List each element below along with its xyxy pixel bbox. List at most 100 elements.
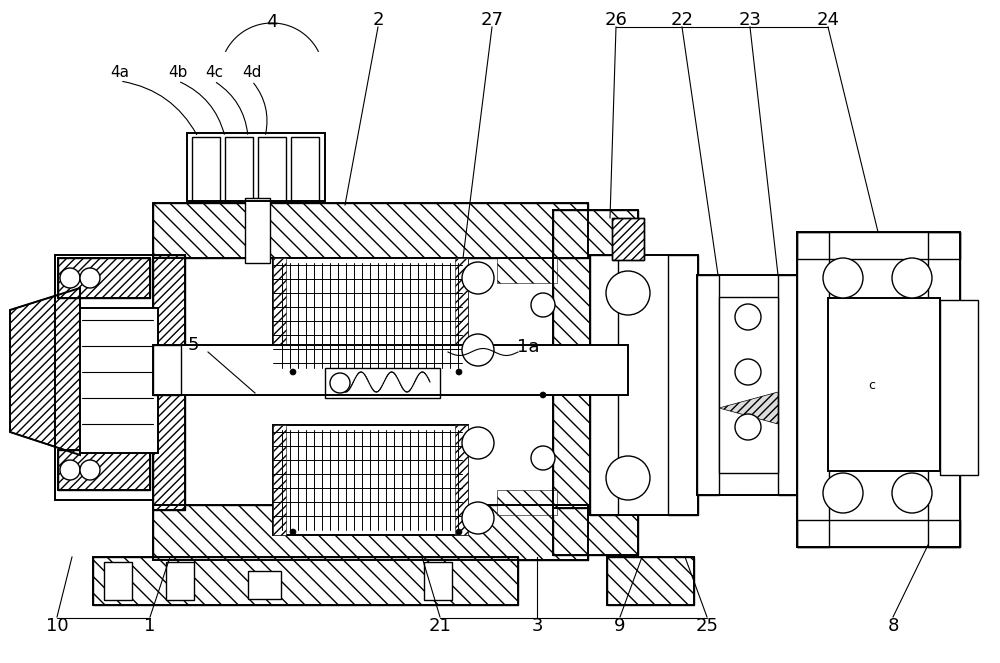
Text: 4b: 4b	[168, 64, 188, 80]
Bar	[590, 255, 618, 515]
Bar	[166, 562, 194, 600]
Text: 2: 2	[372, 11, 384, 29]
Bar	[245, 198, 270, 263]
Circle shape	[60, 268, 80, 288]
Bar	[58, 258, 150, 298]
Bar	[153, 203, 588, 258]
Bar	[291, 137, 319, 202]
Bar	[55, 255, 153, 500]
Bar	[797, 232, 829, 547]
Bar	[697, 473, 800, 495]
Bar	[192, 137, 220, 202]
Bar	[192, 137, 220, 202]
Bar	[140, 308, 158, 453]
Bar	[153, 505, 588, 560]
Circle shape	[462, 334, 494, 366]
Bar	[553, 258, 596, 508]
Circle shape	[735, 414, 761, 440]
Bar	[424, 562, 452, 600]
Bar	[153, 255, 185, 510]
Bar	[424, 562, 452, 600]
Bar	[797, 520, 960, 547]
Bar	[778, 275, 800, 495]
Bar	[225, 137, 253, 202]
Bar	[291, 137, 319, 202]
Bar	[153, 345, 181, 395]
Bar	[58, 450, 150, 490]
Bar	[153, 255, 185, 510]
Bar	[104, 562, 132, 600]
Polygon shape	[719, 392, 778, 424]
Bar	[940, 300, 978, 475]
Bar	[590, 255, 618, 515]
Text: 4c: 4c	[205, 64, 223, 80]
Circle shape	[456, 529, 462, 535]
Bar	[697, 275, 719, 495]
Bar	[273, 425, 468, 535]
Circle shape	[540, 392, 546, 398]
Bar	[58, 258, 150, 298]
Bar	[612, 218, 644, 260]
Text: 22: 22	[670, 11, 694, 29]
Text: 21: 21	[429, 617, 451, 635]
Circle shape	[531, 293, 555, 317]
Bar	[668, 255, 698, 515]
Text: 9: 9	[614, 617, 626, 635]
Bar	[607, 557, 694, 605]
Circle shape	[735, 359, 761, 385]
Bar	[273, 258, 468, 373]
Bar	[590, 490, 698, 515]
Text: 24: 24	[816, 11, 839, 29]
Bar	[553, 505, 638, 555]
Text: 4d: 4d	[242, 64, 262, 80]
Bar	[797, 232, 960, 259]
Bar	[153, 505, 588, 560]
Text: 4a: 4a	[111, 64, 130, 80]
Bar	[258, 137, 286, 202]
Bar	[797, 232, 829, 547]
Bar	[697, 275, 800, 297]
Circle shape	[823, 258, 863, 298]
Bar	[719, 297, 778, 473]
Text: 27: 27	[480, 11, 504, 29]
Text: 10: 10	[46, 617, 68, 635]
Circle shape	[462, 262, 494, 294]
Circle shape	[290, 529, 296, 535]
Circle shape	[80, 460, 100, 480]
Bar	[58, 450, 150, 490]
Circle shape	[606, 271, 650, 315]
Circle shape	[892, 473, 932, 513]
Circle shape	[456, 369, 462, 375]
Circle shape	[290, 369, 296, 375]
Bar	[80, 308, 158, 453]
Bar	[166, 562, 194, 600]
Text: 26: 26	[605, 11, 627, 29]
Bar	[225, 137, 253, 202]
Circle shape	[462, 502, 494, 534]
Circle shape	[330, 373, 350, 393]
Bar	[497, 258, 557, 283]
Bar	[93, 557, 518, 605]
Bar	[612, 218, 644, 260]
Circle shape	[735, 304, 761, 330]
Bar	[553, 505, 638, 555]
Text: 5: 5	[187, 336, 199, 354]
Bar	[455, 425, 468, 535]
Bar	[248, 571, 281, 599]
Bar	[668, 255, 698, 515]
Text: c: c	[868, 379, 876, 391]
Bar	[828, 298, 940, 471]
Bar	[248, 571, 281, 599]
Bar	[80, 308, 98, 453]
Bar	[497, 490, 557, 515]
Bar	[325, 368, 440, 398]
Bar	[245, 198, 270, 263]
Bar	[104, 562, 132, 600]
Bar	[697, 275, 800, 495]
Bar	[553, 258, 596, 508]
Bar	[153, 345, 181, 395]
Bar	[553, 210, 638, 258]
Bar	[607, 557, 694, 605]
Bar	[590, 255, 698, 515]
Bar	[273, 425, 286, 535]
